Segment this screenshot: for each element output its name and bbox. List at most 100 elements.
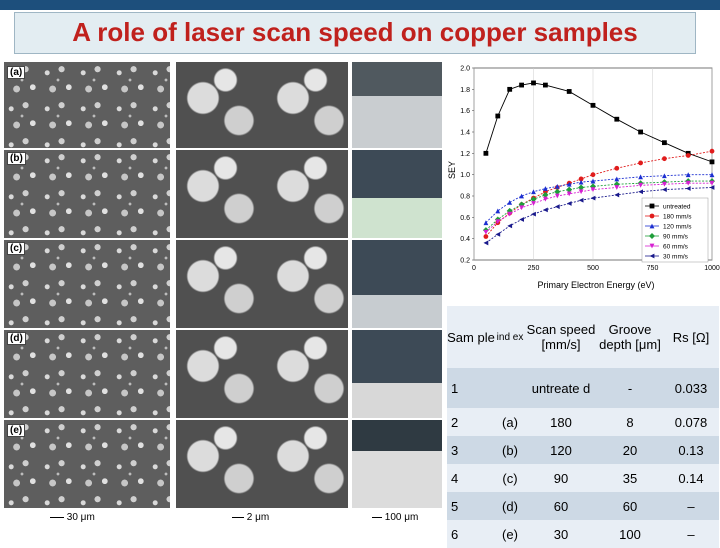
data-point [709, 172, 715, 178]
scale-bar-middle: 2 μm [232, 512, 269, 523]
data-point [614, 165, 620, 171]
data-point [483, 234, 489, 239]
row-sample-cell: 3 [447, 436, 495, 464]
row-scan-speed-cell: 60 [525, 492, 597, 520]
y-tick-label: 2.0 [460, 66, 470, 73]
legend-entry: 90 mm/s [645, 233, 689, 241]
data-point [554, 193, 560, 199]
table-row: 4 (c) 90 35 0.14 [447, 464, 719, 492]
sem-high-mag-b [176, 150, 348, 238]
data-point [543, 207, 548, 213]
data-point [685, 186, 691, 191]
row-scan-speed-cell: 90 [525, 464, 597, 492]
data-point [578, 197, 584, 203]
data-point [578, 189, 584, 195]
data-point [530, 196, 537, 203]
x-tick-label: 750 [647, 265, 659, 272]
row-rs-cell: – [663, 520, 719, 548]
data-point [495, 113, 501, 119]
data-point [638, 174, 643, 180]
y-tick-label: 0.8 [460, 194, 470, 201]
row-index-cell: (b) [495, 436, 525, 464]
row-rs-cell: – [663, 492, 719, 520]
data-point [662, 181, 667, 187]
sem-low-mag-d [4, 330, 170, 418]
cross-section-c [352, 240, 442, 328]
y-tick-label: 0.4 [460, 236, 470, 243]
row-index-cell: (d) [495, 492, 525, 520]
cross-section-a [352, 62, 442, 148]
series-2 [483, 172, 715, 226]
data-point [507, 86, 513, 92]
row-rs-cell: 0.13 [663, 436, 719, 464]
series-0 [483, 80, 715, 165]
row-scan-speed-cell: 120 [525, 436, 597, 464]
y-tick-label: 1.6 [460, 108, 470, 115]
row-sample-cell: 2 [447, 408, 495, 436]
data-point [638, 129, 643, 135]
data-point [566, 186, 573, 193]
data-point [566, 89, 572, 94]
data-point [566, 201, 572, 206]
legend-label: 180 mm/s [663, 214, 692, 221]
x-tick-label: 1000 [704, 265, 720, 272]
row-index-cell: (c) [495, 464, 525, 492]
data-point [649, 243, 655, 249]
data-point [638, 160, 643, 166]
legend-entry: 30 mm/s [645, 254, 689, 261]
data-point [709, 159, 715, 165]
row-sample-cell: 1 [447, 368, 495, 408]
data-point [519, 217, 524, 222]
data-point [554, 204, 560, 210]
header-rs: Rs [Ω] [663, 306, 719, 368]
legend-entry: untreated [645, 204, 691, 211]
data-point [483, 229, 489, 235]
data-point [543, 82, 548, 88]
data-point [614, 192, 620, 198]
y-tick-label: 0.6 [460, 215, 470, 222]
sem-low-mag-c [4, 240, 170, 328]
sey-chart: 0 250 500 750 1000 0.2 0.4 0.6 0.8 1.0 1.2 1.4 1.6 1.… [447, 66, 720, 291]
legend-label: 90 mm/s [663, 234, 689, 241]
row-groove-depth-cell: - [597, 368, 663, 408]
data-point [590, 102, 596, 108]
y-axis-label: SEY [447, 161, 457, 179]
title-box: A role of laser scan speed on copper sam… [14, 12, 696, 54]
row-rs-cell: 0.14 [663, 464, 719, 492]
data-point [519, 82, 524, 88]
y-tick-label: 1.2 [460, 151, 470, 158]
data-point [542, 191, 549, 198]
data-point [649, 253, 655, 259]
row-scan-speed-cell: 180 [525, 408, 597, 436]
legend-label: 30 mm/s [663, 254, 689, 261]
data-point [590, 178, 596, 184]
row-groove-depth-cell: 60 [597, 492, 663, 520]
cross-section-d [352, 330, 442, 418]
data-point [662, 156, 667, 162]
series-4 [483, 180, 715, 235]
row-groove-depth-cell: 35 [597, 464, 663, 492]
table-row: 5 (d) 60 60– [447, 492, 719, 520]
row-sample-cell: 6 [447, 520, 495, 548]
sem-low-mag-b [4, 150, 170, 238]
data-point [531, 189, 536, 195]
data-point [590, 195, 596, 201]
results-table: Sam ple ind ex Scan speed [mm/s] Groove … [447, 306, 719, 548]
data-point [483, 240, 489, 246]
data-point [662, 187, 667, 192]
panel-label-a: (a) [7, 66, 26, 79]
sem-high-mag-e [176, 420, 348, 508]
data-point [566, 191, 572, 197]
slide-title: A role of laser scan speed on copper sam… [72, 17, 638, 47]
data-point [614, 185, 620, 190]
panel-label-d: (d) [7, 332, 26, 345]
row-index-cell: (a) [495, 408, 525, 436]
table-row: 6 (e) 30 100– [447, 520, 719, 548]
data-point [662, 140, 667, 146]
data-point [638, 189, 643, 195]
row-groove-depth-cell: 8 [597, 408, 663, 436]
y-tick-label: 1.0 [460, 172, 470, 179]
legend-box [641, 197, 709, 263]
data-point [543, 186, 548, 191]
legend-entry: 120 mm/s [645, 224, 692, 231]
